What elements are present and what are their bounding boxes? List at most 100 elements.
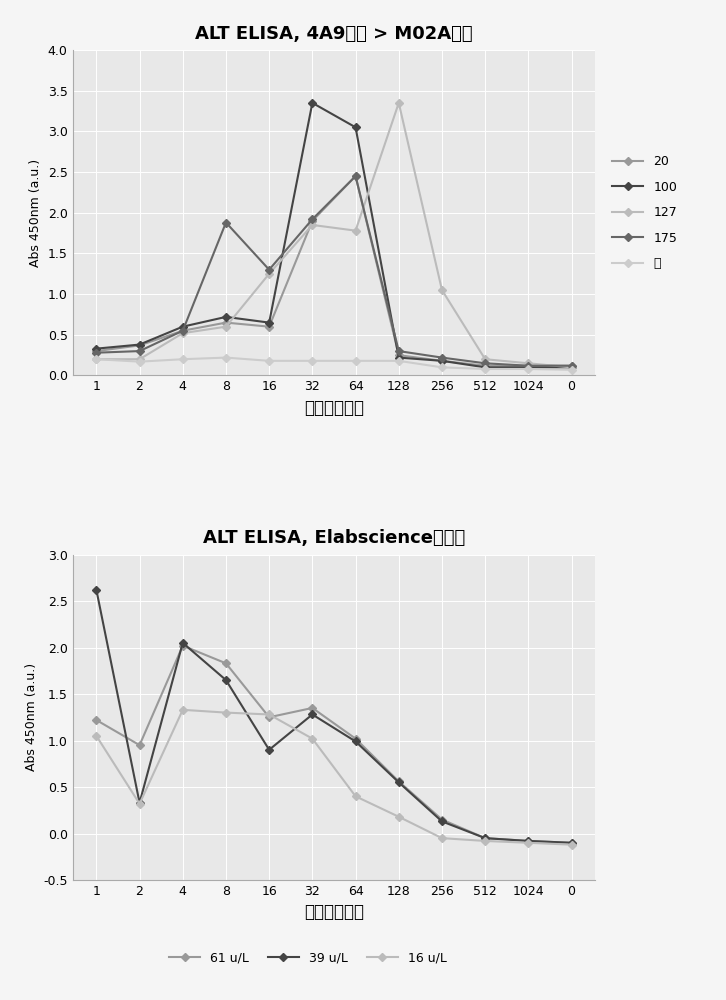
兔 — [221, 352, 230, 364]
39 u/L — [438, 815, 446, 827]
61 u/L — [394, 775, 403, 787]
16 u/L — [481, 835, 489, 847]
Y-axis label: Abs 450nm (a.u.): Abs 450nm (a.u.) — [29, 159, 42, 267]
100 — [265, 317, 274, 329]
175 — [438, 352, 446, 364]
16 u/L — [524, 837, 533, 849]
175 — [351, 170, 360, 182]
61 u/L — [221, 657, 230, 669]
175 — [394, 345, 403, 357]
175 — [265, 264, 274, 276]
61 u/L — [524, 835, 533, 847]
61 u/L — [567, 837, 576, 849]
61 u/L — [179, 640, 187, 652]
175 — [567, 360, 576, 372]
127 — [221, 321, 230, 333]
127 — [351, 225, 360, 237]
127 — [567, 361, 576, 373]
兔 — [179, 353, 187, 365]
61 u/L — [92, 714, 101, 726]
127 — [179, 327, 187, 339]
100 — [481, 361, 489, 373]
127 — [394, 97, 403, 109]
175 — [308, 213, 317, 225]
16 u/L — [567, 839, 576, 851]
Line: 175: 175 — [94, 173, 574, 369]
39 u/L — [394, 776, 403, 788]
20 — [92, 345, 101, 357]
127 — [481, 353, 489, 365]
127 — [92, 353, 101, 365]
61 u/L — [135, 739, 144, 751]
兔 — [92, 353, 101, 365]
100 — [567, 361, 576, 373]
100 — [351, 121, 360, 133]
39 u/L — [135, 797, 144, 809]
20 — [481, 360, 489, 372]
兔 — [481, 363, 489, 375]
20 — [351, 170, 360, 182]
20 — [179, 325, 187, 337]
20 — [438, 355, 446, 367]
100 — [179, 321, 187, 333]
20 — [567, 360, 576, 372]
20 — [394, 349, 403, 361]
Line: 兔: 兔 — [94, 355, 574, 373]
100 — [394, 352, 403, 364]
39 u/L — [221, 674, 230, 686]
Legend: 61 u/L, 39 u/L, 16 u/L: 61 u/L, 39 u/L, 16 u/L — [169, 951, 446, 964]
61 u/L — [351, 733, 360, 745]
39 u/L — [567, 837, 576, 849]
100 — [135, 339, 144, 351]
兔 — [135, 356, 144, 368]
Line: 61 u/L: 61 u/L — [94, 643, 574, 846]
20 — [221, 317, 230, 329]
100 — [308, 97, 317, 109]
39 u/L — [351, 735, 360, 747]
Title: ALT ELISA, 4A9捕获 > M02A检测: ALT ELISA, 4A9捕获 > M02A检测 — [195, 25, 473, 43]
20 — [265, 321, 274, 333]
100 — [524, 361, 533, 373]
兔 — [351, 355, 360, 367]
16 u/L — [351, 790, 360, 802]
20 — [524, 360, 533, 372]
175 — [179, 325, 187, 337]
39 u/L — [308, 708, 317, 720]
兔 — [567, 364, 576, 376]
16 u/L — [308, 733, 317, 745]
61 u/L — [308, 702, 317, 714]
100 — [221, 311, 230, 323]
175 — [135, 345, 144, 357]
175 — [92, 347, 101, 359]
Legend: 20, 100, 127, 175, 兔: 20, 100, 127, 175, 兔 — [612, 155, 677, 270]
39 u/L — [524, 835, 533, 847]
16 u/L — [179, 704, 187, 716]
Line: 16 u/L: 16 u/L — [94, 707, 574, 847]
175 — [481, 357, 489, 369]
100 — [438, 355, 446, 367]
39 u/L — [92, 584, 101, 596]
175 — [221, 217, 230, 229]
16 u/L — [135, 798, 144, 810]
16 u/L — [221, 707, 230, 719]
16 u/L — [92, 730, 101, 742]
127 — [438, 284, 446, 296]
Line: 100: 100 — [94, 100, 574, 370]
127 — [524, 357, 533, 369]
127 — [265, 268, 274, 280]
127 — [308, 219, 317, 231]
20 — [308, 215, 317, 227]
175 — [524, 360, 533, 372]
Line: 39 u/L: 39 u/L — [94, 587, 574, 846]
兔 — [394, 355, 403, 367]
兔 — [265, 355, 274, 367]
Y-axis label: Abs 450nm (a.u.): Abs 450nm (a.u.) — [25, 663, 38, 771]
39 u/L — [481, 832, 489, 844]
X-axis label: 血清稀释系数: 血清稀释系数 — [304, 399, 364, 417]
39 u/L — [179, 637, 187, 649]
兔 — [438, 361, 446, 373]
61 u/L — [438, 814, 446, 826]
兔 — [524, 363, 533, 375]
16 u/L — [394, 811, 403, 823]
39 u/L — [265, 744, 274, 756]
